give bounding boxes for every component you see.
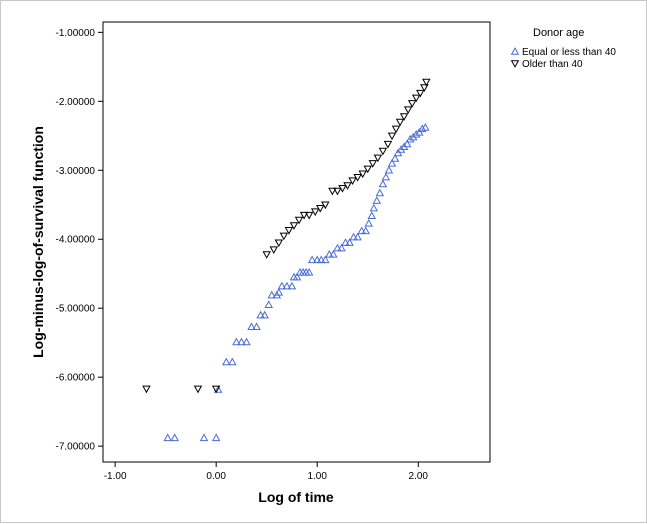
y-tick-label: -7.00000 <box>56 442 96 453</box>
legend-triangle-down-icon <box>512 61 519 67</box>
y-axis-ticks: -1.00000 -2.00000 -3.00000 -4.00000 -5.00000… <box>56 28 103 453</box>
y-tick-label: -4.00000 <box>56 235 96 246</box>
y-tick-label: -6.00000 <box>56 373 96 384</box>
x-axis-title: Log of time <box>258 489 334 505</box>
legend-label: Older than 40 <box>522 59 583 70</box>
x-tick-label: -1.00 <box>104 471 127 482</box>
legend-triangle-up-icon <box>512 48 519 54</box>
y-tick-label: -1.00000 <box>56 28 96 39</box>
plot-area <box>103 22 490 462</box>
y-axis-title: Log-minus-log-of-survival function <box>30 126 46 358</box>
x-tick-label: 1.00 <box>307 471 327 482</box>
x-axis-ticks: -1.00 0.00 1.00 2.00 <box>104 462 429 482</box>
y-tick-label: -2.00000 <box>56 97 96 108</box>
legend-label: Equal or less than 40 <box>522 47 616 58</box>
x-tick-label: 0.00 <box>206 471 226 482</box>
y-tick-label: -5.00000 <box>56 304 96 315</box>
y-tick-label: -3.00000 <box>56 166 96 177</box>
x-tick-label: 2.00 <box>409 471 429 482</box>
legend-title: Donor age <box>533 27 584 39</box>
